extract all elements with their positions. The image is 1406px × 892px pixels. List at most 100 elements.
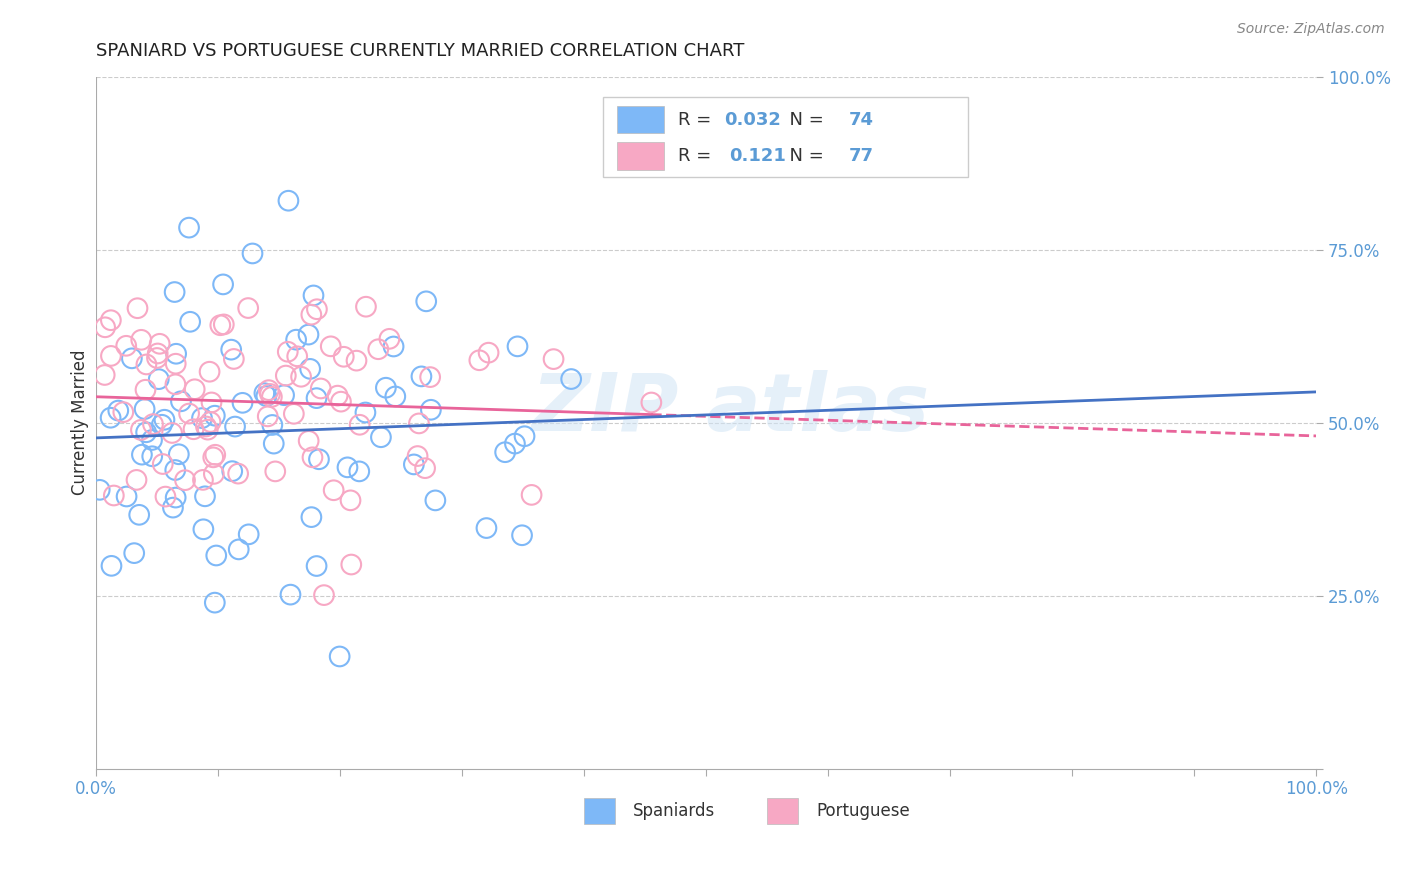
FancyBboxPatch shape bbox=[603, 97, 969, 177]
Point bbox=[103, 488, 125, 502]
Point bbox=[415, 294, 437, 309]
Point bbox=[226, 467, 249, 481]
Point bbox=[299, 308, 322, 322]
Point bbox=[200, 395, 222, 409]
Point bbox=[231, 396, 253, 410]
Text: 74: 74 bbox=[849, 111, 875, 128]
Point bbox=[183, 382, 205, 396]
Text: R =: R = bbox=[678, 111, 717, 128]
Point bbox=[378, 332, 401, 346]
FancyBboxPatch shape bbox=[585, 797, 614, 824]
Point bbox=[146, 351, 169, 365]
Text: SPANIARD VS PORTUGUESE CURRENTLY MARRIED CORRELATION CHART: SPANIARD VS PORTUGUESE CURRENTLY MARRIED… bbox=[96, 42, 745, 60]
Point bbox=[160, 425, 183, 440]
Point bbox=[193, 522, 215, 536]
Point bbox=[367, 343, 389, 357]
Point bbox=[194, 489, 217, 503]
Point bbox=[165, 347, 187, 361]
Point bbox=[191, 411, 214, 425]
FancyBboxPatch shape bbox=[768, 797, 797, 824]
Point bbox=[155, 490, 177, 504]
Point bbox=[224, 419, 246, 434]
Point bbox=[165, 357, 187, 371]
Point bbox=[100, 558, 122, 573]
Point bbox=[204, 596, 226, 610]
Point bbox=[167, 447, 190, 461]
Point bbox=[209, 318, 232, 333]
Point bbox=[374, 381, 396, 395]
Point bbox=[302, 288, 325, 302]
Point bbox=[259, 387, 281, 401]
Point bbox=[238, 301, 260, 315]
Point bbox=[100, 349, 122, 363]
Point bbox=[129, 333, 152, 347]
Text: N =: N = bbox=[778, 147, 830, 165]
Point bbox=[127, 301, 149, 316]
Text: R =: R = bbox=[678, 147, 723, 165]
Point bbox=[128, 508, 150, 522]
Point bbox=[191, 473, 214, 487]
Text: 0.121: 0.121 bbox=[730, 147, 786, 165]
Point bbox=[277, 344, 299, 359]
Point bbox=[262, 417, 284, 432]
Point bbox=[336, 460, 359, 475]
Text: ZIP atlas: ZIP atlas bbox=[531, 369, 929, 448]
Point bbox=[494, 445, 516, 459]
Y-axis label: Currently Married: Currently Married bbox=[72, 350, 89, 495]
Point bbox=[305, 559, 328, 574]
Point bbox=[205, 549, 228, 563]
Point bbox=[297, 327, 319, 342]
Point bbox=[134, 402, 156, 417]
Point bbox=[135, 425, 157, 440]
Point bbox=[177, 220, 200, 235]
Point bbox=[326, 389, 349, 403]
Point bbox=[256, 409, 278, 424]
Point bbox=[112, 405, 135, 419]
Point bbox=[301, 450, 323, 465]
Point bbox=[419, 370, 441, 384]
Point bbox=[299, 510, 322, 524]
Point bbox=[146, 346, 169, 360]
Point bbox=[121, 351, 143, 366]
Point bbox=[406, 449, 429, 463]
Point bbox=[177, 407, 200, 421]
Point bbox=[150, 417, 173, 432]
Point bbox=[264, 464, 287, 478]
Point bbox=[263, 436, 285, 450]
Point bbox=[198, 365, 221, 379]
Point bbox=[165, 463, 187, 477]
Point bbox=[165, 377, 187, 392]
Point bbox=[309, 381, 332, 395]
Point bbox=[503, 436, 526, 450]
Point bbox=[163, 285, 186, 299]
Point bbox=[221, 464, 243, 478]
Point bbox=[134, 383, 156, 397]
Point bbox=[212, 318, 235, 332]
Point bbox=[305, 391, 328, 405]
Point bbox=[115, 490, 138, 504]
Point bbox=[299, 362, 322, 376]
Point bbox=[100, 410, 122, 425]
Point bbox=[204, 409, 226, 423]
FancyBboxPatch shape bbox=[617, 106, 664, 134]
Point bbox=[322, 483, 344, 498]
Point bbox=[402, 458, 425, 472]
Point bbox=[194, 419, 217, 434]
Point bbox=[298, 434, 321, 448]
Point bbox=[475, 521, 498, 535]
Point bbox=[285, 333, 308, 347]
Text: Source: ZipAtlas.com: Source: ZipAtlas.com bbox=[1237, 22, 1385, 37]
Point bbox=[153, 413, 176, 427]
Point bbox=[510, 528, 533, 542]
Point bbox=[354, 300, 377, 314]
Point bbox=[149, 336, 172, 351]
Point bbox=[329, 649, 352, 664]
Point bbox=[411, 369, 433, 384]
Point bbox=[89, 483, 111, 497]
Point bbox=[165, 491, 187, 505]
Point bbox=[122, 546, 145, 560]
Point bbox=[319, 339, 342, 353]
Point bbox=[204, 448, 226, 462]
Point bbox=[200, 415, 222, 429]
Point bbox=[640, 395, 662, 409]
